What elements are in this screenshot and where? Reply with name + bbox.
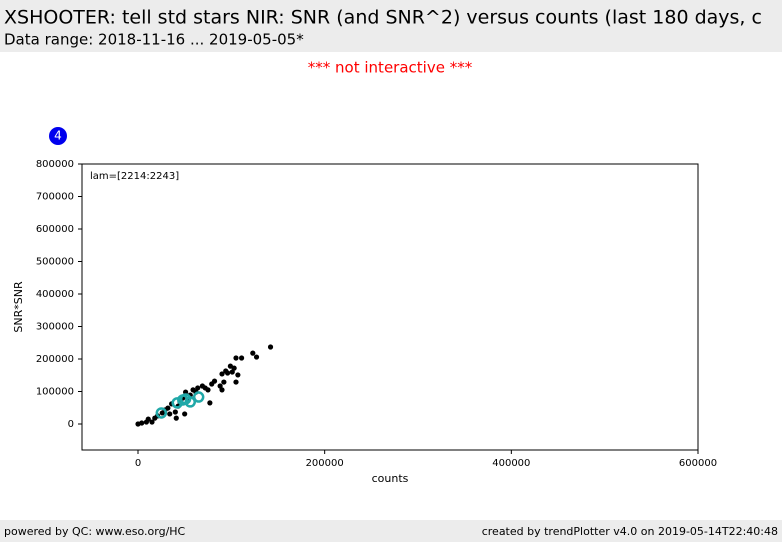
y-tick-label: 100000 <box>36 387 74 398</box>
point <box>205 387 211 393</box>
y-tick-label: 700000 <box>36 192 74 203</box>
point <box>173 415 179 421</box>
footer-right: created by trendPlotter v4.0 on 2019-05-… <box>482 525 778 538</box>
point <box>182 411 188 417</box>
point <box>179 393 192 405</box>
point <box>231 365 237 371</box>
footer-bar <box>0 520 782 542</box>
point <box>217 383 223 389</box>
point <box>239 355 245 361</box>
point <box>211 378 218 384</box>
y-tick-label: 0 <box>68 419 74 430</box>
point <box>253 354 260 360</box>
y-axis-label: SNR*SNR <box>12 281 25 333</box>
y-tick-label: 400000 <box>36 289 74 300</box>
point <box>165 405 171 411</box>
y-tick-label: 600000 <box>36 224 74 235</box>
y-tick-label: 500000 <box>36 257 74 268</box>
subtitle: Data range: 2018-11-16 ... 2019-05-05* <box>4 31 304 49</box>
y-tick-label: 200000 <box>36 354 74 365</box>
x-tick-label: 0 <box>135 458 141 469</box>
point <box>219 371 225 377</box>
x-tick-label: 600000 <box>679 458 717 469</box>
point <box>221 379 227 385</box>
point <box>149 419 155 425</box>
x-tick-label: 400000 <box>492 458 530 469</box>
point <box>207 400 213 406</box>
x-axis-label: counts <box>372 472 409 485</box>
notice: *** not interactive *** <box>308 59 473 77</box>
annotation: lam=[2214:2243] <box>90 171 179 182</box>
point <box>250 350 256 356</box>
x-tick-label: 200000 <box>306 458 344 469</box>
footer-left: powered by QC: www.eso.org/HC <box>4 525 186 538</box>
point <box>225 370 231 376</box>
point <box>192 391 205 403</box>
badge <box>49 127 67 145</box>
point <box>145 416 151 422</box>
point <box>229 369 235 375</box>
plot-frame <box>81 163 699 451</box>
point <box>167 411 173 417</box>
point <box>233 355 239 361</box>
point <box>155 407 168 419</box>
point <box>172 409 178 415</box>
point <box>233 379 239 385</box>
badge-label: 4 <box>54 129 62 143</box>
point <box>139 420 145 426</box>
header-bar <box>0 0 782 52</box>
y-tick-label: 300000 <box>36 322 74 333</box>
point <box>195 385 201 391</box>
title: XSHOOTER: tell std stars NIR: SNR (and S… <box>4 7 762 29</box>
y-tick-label: 800000 <box>36 159 74 170</box>
point <box>267 344 274 350</box>
point <box>219 387 225 393</box>
point <box>235 372 241 378</box>
